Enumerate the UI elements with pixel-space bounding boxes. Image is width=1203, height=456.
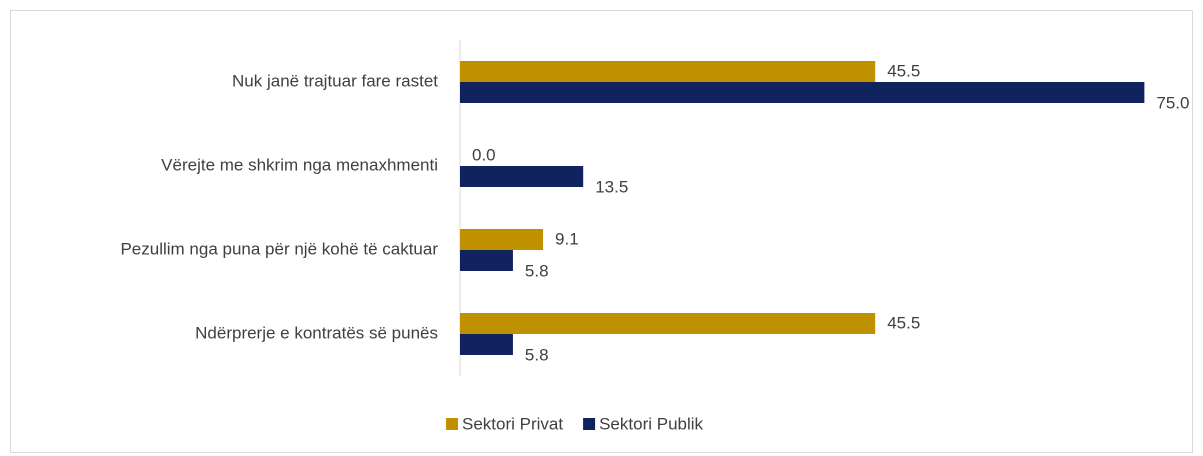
bar [460,229,544,250]
y-tick-label: Pezullim nga puna për një kohë të caktua… [120,239,438,258]
bar [460,82,1145,103]
legend-label: Sektori Privat [462,414,563,433]
value-label: 45.5 [887,61,920,80]
legend-label: Sektori Publik [599,414,703,433]
value-label: 5.8 [525,345,549,364]
bar [460,166,584,187]
bar [460,250,513,271]
bar [460,61,876,82]
bar [460,313,876,334]
value-label: 5.8 [525,261,549,280]
bar [460,334,513,355]
value-label: 13.5 [595,177,628,196]
value-label: 9.1 [555,229,579,248]
value-label: 45.5 [887,313,920,332]
y-tick-label: Vërejte me shkrim nga menaxhmenti [161,155,438,174]
legend-swatch [583,418,596,430]
value-label: 0.0 [472,145,496,164]
value-label: 75.0 [1156,93,1189,112]
y-tick-label: Nuk janë trajtuar fare rastet [232,71,438,90]
legend-swatch [446,418,458,430]
y-tick-label: Ndërprerje e kontratës së punës [195,323,438,342]
